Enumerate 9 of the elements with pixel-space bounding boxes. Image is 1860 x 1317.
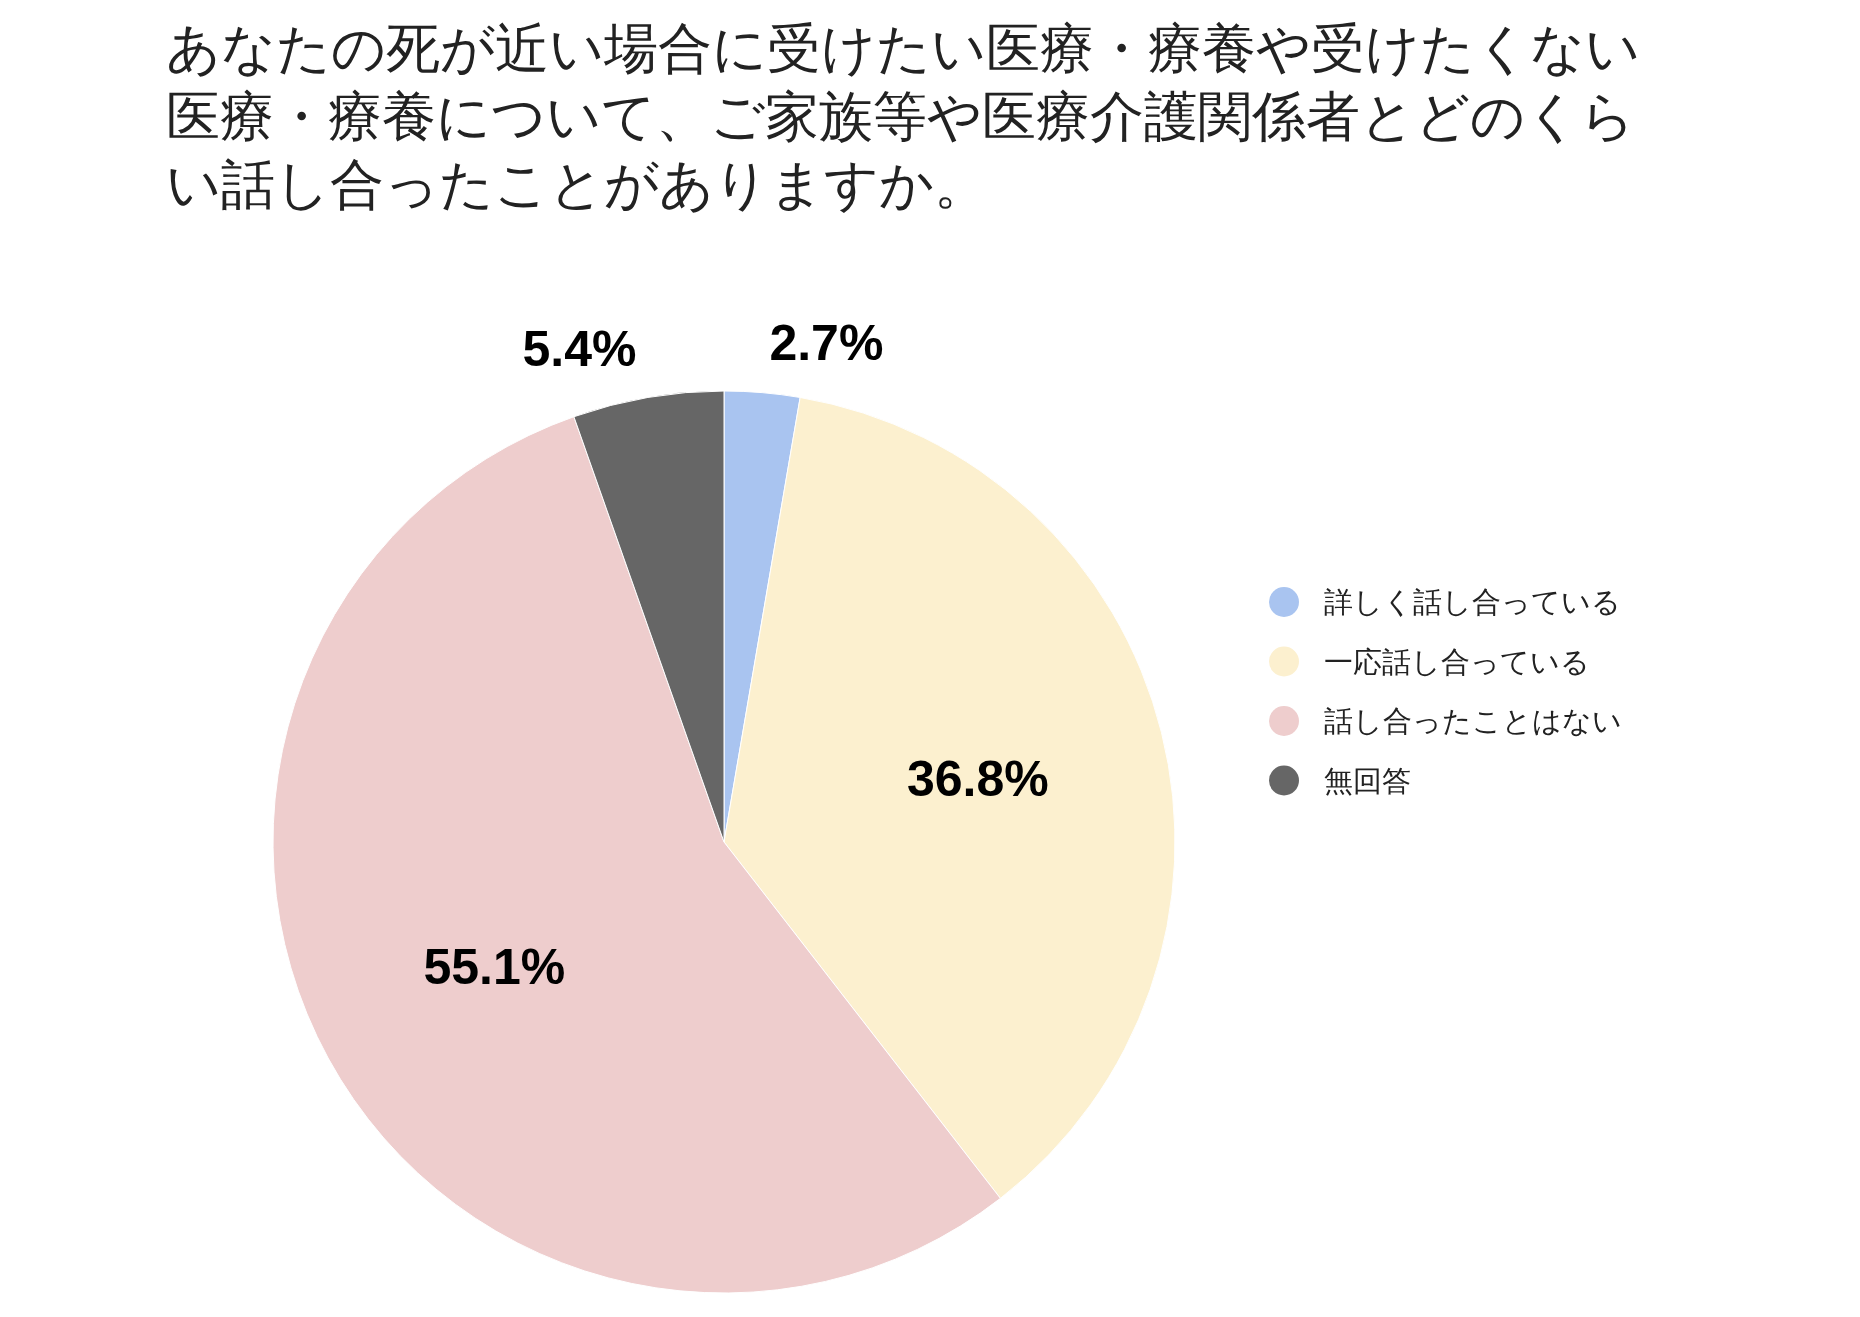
data-label: 55.1% <box>423 939 566 996</box>
data-label: 36.8% <box>906 750 1049 807</box>
legend-label: 詳しく話し合っている <box>1324 586 1621 618</box>
data-label: 2.7% <box>769 315 884 372</box>
data-label: 5.4% <box>522 320 637 377</box>
legend-label: 一応話し合っている <box>1324 645 1590 678</box>
chart-title: あなたの死が近い場合に受けたい医療・療養や受けたくない医療・療養について、ご家族等や医療介護関係者とどのくらい話し合ったことがありますか。 <box>166 17 1641 216</box>
legend-label: 無回答 <box>1324 764 1411 797</box>
legend-label: 話し合ったことはない <box>1324 705 1622 737</box>
